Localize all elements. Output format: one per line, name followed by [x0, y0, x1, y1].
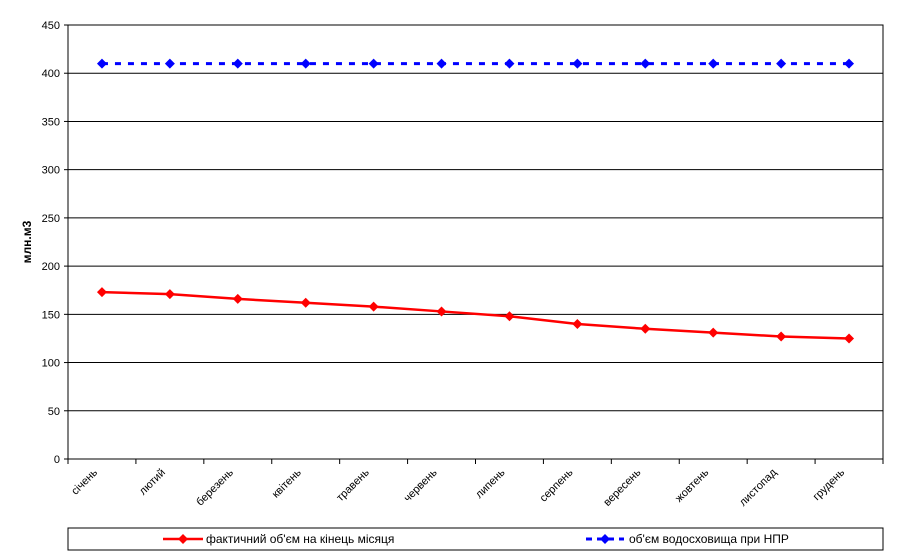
series-layer: [96, 58, 855, 344]
data-point: [640, 58, 651, 69]
x-tick-label: квітень: [270, 466, 304, 500]
y-tick-label: 300: [42, 165, 60, 177]
legend-label: об'єм водосховища при НПР: [629, 532, 789, 546]
data-point: [232, 293, 243, 304]
data-point: [572, 58, 583, 69]
x-axis: січень лютий березень квітень травень червень…: [67, 459, 884, 509]
x-tick-label: лютий: [137, 467, 168, 498]
x-tick-label: грудень: [811, 466, 848, 503]
x-tick-label: серпень: [538, 466, 576, 504]
x-tick-label: липень: [473, 466, 507, 500]
data-point: [844, 58, 855, 69]
data-point: [776, 331, 787, 342]
y-axis-title: млн.м3: [20, 220, 34, 263]
data-point: [368, 58, 379, 69]
x-tick-label: травень: [334, 466, 372, 504]
data-point: [96, 287, 107, 298]
data-point: [572, 318, 583, 329]
plot-area: [67, 24, 884, 460]
data-point: [232, 58, 243, 69]
legend-box: [67, 527, 884, 551]
data-point: [164, 58, 175, 69]
legend-entry-npr: об'єм водосховища при НПР: [586, 532, 789, 546]
legend-swatch-marker: [600, 534, 610, 544]
series-0: [96, 287, 855, 344]
x-tick-label: березень: [194, 466, 236, 508]
legend: фактичний об'єм на кінець місяця об'єм в…: [67, 527, 884, 551]
x-tick-label: вересень: [601, 466, 643, 508]
data-point: [504, 311, 515, 322]
y-tick-label: 450: [42, 20, 60, 32]
data-point: [776, 58, 787, 69]
series-line: [101, 290, 850, 340]
data-point: [300, 297, 311, 308]
x-tick-label: червень: [402, 466, 440, 504]
y-tick-label: 250: [42, 213, 60, 225]
series-1: [96, 58, 855, 69]
data-point: [436, 306, 447, 317]
y-tick-label: 0: [54, 454, 60, 466]
data-point: [504, 58, 515, 69]
y-tick-label: 50: [48, 406, 60, 418]
data-point: [300, 58, 311, 69]
data-point: [436, 58, 447, 69]
x-tick-label: листопад: [737, 466, 780, 509]
legend-entry-actual: фактичний об'єм на кінець місяця: [163, 532, 394, 546]
data-point: [164, 289, 175, 300]
y-tick-label: 200: [42, 261, 60, 273]
y-tick-label: 100: [42, 358, 60, 370]
x-tick-label: січень: [69, 466, 100, 497]
y-axis: 0 50 100 150 200 250 300 350 400 450: [42, 20, 68, 466]
y-tick-label: 350: [42, 116, 60, 128]
data-point: [96, 58, 107, 69]
legend-swatch-marker: [178, 534, 188, 544]
data-point: [368, 301, 379, 312]
data-point: [640, 323, 651, 334]
data-point: [844, 333, 855, 344]
data-point: [708, 327, 719, 338]
y-tick-label: 400: [42, 68, 60, 80]
y-tick-label: 150: [42, 309, 60, 321]
legend-label: фактичний об'єм на кінець місяця: [206, 532, 394, 546]
data-point: [708, 58, 719, 69]
x-tick-label: жовтень: [673, 466, 711, 504]
